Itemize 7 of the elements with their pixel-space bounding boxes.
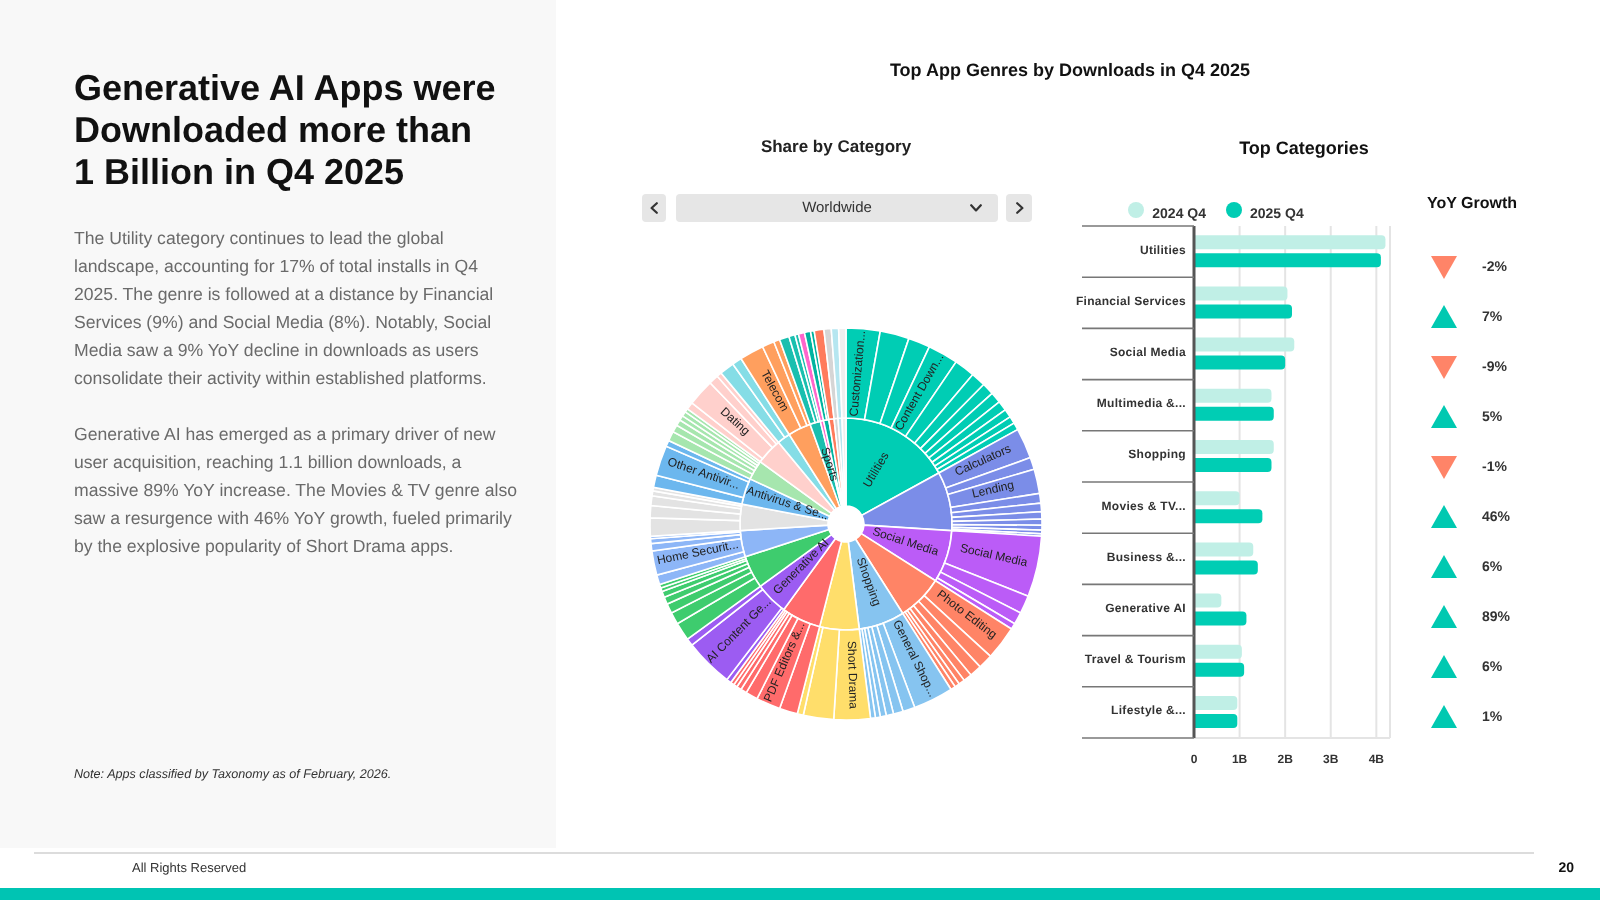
text: Generative AI has emerged as a primary driver of new user acquisition, reaching 1.1 billion downloads, a massive 89% YoY increase. The Movies & TV genre also saw a resurgence with 46% YoY growth, fueled primarily by the explosive popularity of Short Drama apps. xyxy=(74,424,518,556)
text: Top App Genres by Downloads in Q4 2025 xyxy=(889,60,1251,80)
text: Generative AI Apps were Downloaded more than 1 Billion in Q4 2025 xyxy=(74,68,496,192)
text: YoY Growth xyxy=(1426,194,1518,212)
text: The Utility category continues to lead the global landscape, accounting for 17% of total installs in Q4 2025. The genre is followed at a distance by Financial Services (9%) and Social Media (8%). Notably, Social Media saw a 9% YoY decline in downloads as users consolidate their activity within established platforms. xyxy=(74,228,494,388)
chart-title: Top Categories xyxy=(1239,138,1369,158)
chart-subtitle: Share by Category xyxy=(760,136,912,156)
